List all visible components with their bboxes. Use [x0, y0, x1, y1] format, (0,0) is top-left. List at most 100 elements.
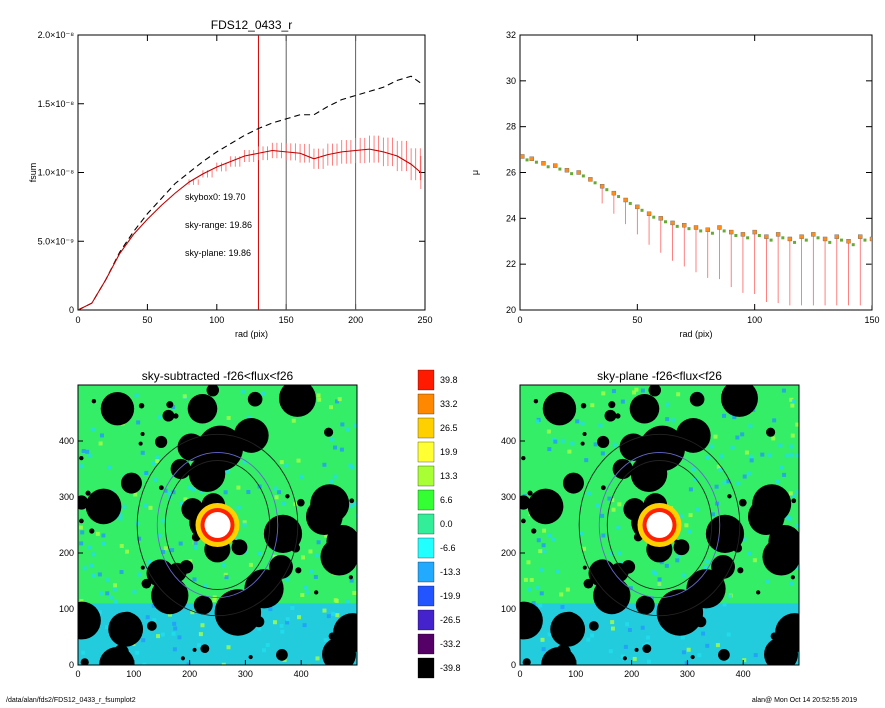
noise-pixel [285, 617, 290, 622]
noise-pixel [240, 389, 245, 394]
noise-pixel [790, 403, 795, 408]
masked-source [775, 613, 799, 653]
data-point-plane [793, 240, 797, 244]
annotation-2: sky-plane: 19.86 [185, 248, 251, 258]
masked-source [119, 611, 136, 627]
noise-pixel [764, 579, 769, 584]
noise-pixel [242, 522, 247, 527]
noise-pixel [279, 623, 284, 628]
noise-pixel [152, 618, 157, 623]
data-point-plane [839, 238, 843, 242]
noise-pixel [340, 422, 345, 427]
data-point [799, 234, 804, 239]
masked-source [648, 385, 662, 397]
noise-pixel [617, 550, 622, 555]
noise-pixel [108, 595, 113, 600]
noise-pixel [796, 523, 799, 528]
y-axis-label: fsum [28, 163, 38, 183]
masked-source [349, 498, 355, 504]
masked-source [297, 498, 305, 507]
masked-source [720, 385, 758, 417]
noise-pixel [192, 577, 197, 582]
x-tick-label: 100 [747, 315, 762, 325]
data-point-plane [652, 215, 656, 219]
colorbar-swatch [417, 561, 435, 583]
masked-source [269, 555, 293, 579]
data-point [846, 239, 851, 244]
noise-pixel [531, 601, 536, 606]
noise-pixel [657, 577, 662, 582]
colorbar-label: -6.6 [440, 543, 456, 553]
noise-pixel [788, 491, 793, 496]
data-point [740, 232, 746, 237]
aperture-ellipse [156, 451, 279, 599]
masked-source [85, 488, 122, 525]
noise-pixel [160, 518, 165, 523]
masked-source [138, 403, 145, 409]
noise-pixel [632, 390, 637, 395]
image-title: sky-plane -f26<flux<f26 [597, 369, 722, 383]
noise-pixel [701, 631, 706, 636]
x-tick-label: 300 [238, 669, 253, 679]
noise-pixel [257, 551, 262, 556]
data-point [520, 154, 525, 159]
x-tick-label: 0 [517, 669, 522, 679]
data-point [635, 204, 640, 210]
masked-source [99, 646, 135, 665]
noise-pixel [277, 490, 282, 495]
y-tick-label: 2.0×10⁻⁸ [38, 30, 75, 40]
data-point-plane [525, 158, 529, 162]
x-tick-label: 50 [142, 315, 152, 325]
noise-pixel [135, 650, 140, 655]
noise-pixel [97, 610, 102, 615]
noise-pixel [580, 421, 585, 426]
noise-pixel [150, 461, 155, 466]
figure-canvas: 0 50 100 150 200 25005.0×10⁻⁹1.0×10⁻⁸1.5×10⁻⁸… [28, 18, 880, 679]
y-tick-label: 0 [511, 660, 516, 670]
noise-pixel [788, 444, 793, 449]
fsum-profile-plot: 0 50 100 150 200 250 0 5.0×10⁻⁹ 1.0×10⁻⁸ 1.5×10⁻⁸… [28, 18, 433, 339]
masked-source [79, 518, 84, 524]
masked-source [146, 621, 157, 631]
y-tick-label: 5.0×10⁻⁹ [38, 236, 75, 246]
image-frame [77, 384, 358, 666]
noise-pixel [610, 626, 615, 631]
noise-pixel [601, 391, 606, 396]
y-tick-label: 100 [501, 604, 516, 614]
noise-pixel [98, 441, 103, 446]
noise-pixel [323, 638, 328, 643]
annotation-1: sky-range: 19.86 [185, 220, 252, 230]
noise-pixel [600, 451, 605, 456]
noise-pixel [265, 642, 270, 647]
noise-pixel [725, 658, 730, 663]
colorbar-label: 39.8 [440, 375, 458, 385]
noise-pixel [91, 573, 96, 578]
plot-area [520, 154, 872, 306]
masked-source [593, 576, 631, 615]
noise-pixel [611, 507, 616, 512]
masked-source [727, 494, 732, 499]
masked-source [121, 472, 142, 494]
masked-source [563, 472, 584, 494]
colorbar-swatch [417, 417, 435, 439]
noise-pixel [246, 490, 251, 495]
noise-pixel [686, 647, 691, 652]
noise-pixel [703, 565, 708, 570]
noise-pixel [79, 599, 84, 604]
x-tick-label: 300 [680, 669, 695, 679]
noise-pixel [760, 452, 765, 457]
masked-source [78, 495, 89, 510]
noise-pixel [137, 572, 142, 577]
noise-pixel [134, 393, 139, 398]
noise-pixel [85, 449, 90, 454]
noise-pixel [579, 531, 584, 536]
plot-title: FDS12_0433_r [211, 18, 292, 32]
masked-source [642, 644, 652, 654]
image-area [520, 385, 799, 665]
noise-pixel [627, 627, 632, 632]
masked-source [582, 565, 587, 570]
noise-pixel [171, 631, 176, 636]
masked-source [79, 455, 84, 461]
masked-source [542, 392, 577, 426]
colorbar-swatch [417, 537, 435, 559]
